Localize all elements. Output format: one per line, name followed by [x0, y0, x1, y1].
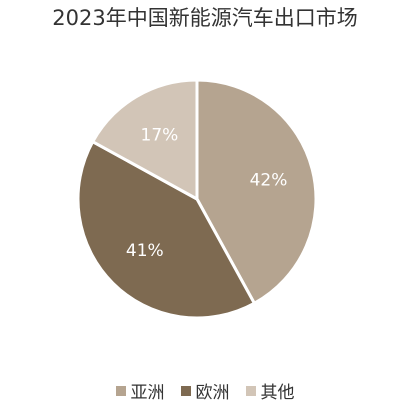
slice-data-label-3: 17%: [141, 125, 179, 145]
legend-item-2: 欧洲: [180, 378, 230, 403]
legend-label: 其他: [260, 383, 295, 403]
legend-label: 亚洲: [130, 383, 165, 403]
legend-label: 欧洲: [195, 383, 230, 403]
pie-slice-2: [76, 140, 256, 320]
pie-slice-3: [91, 78, 199, 201]
legend-item-3: 其他: [245, 378, 295, 403]
legend-swatch: [115, 385, 126, 396]
legend-swatch: [180, 385, 191, 396]
slice-data-label-2: 41%: [126, 241, 164, 261]
chart-title: 2023年中国新能源汽车出口市场: [52, 6, 358, 30]
legend: 亚洲 欧洲 其他: [0, 378, 410, 403]
slice-data-label-1: 42%: [250, 171, 288, 191]
legend-item-1: 亚洲: [115, 378, 165, 403]
legend-swatch: [245, 385, 256, 396]
pie-slice-1: [195, 78, 318, 305]
